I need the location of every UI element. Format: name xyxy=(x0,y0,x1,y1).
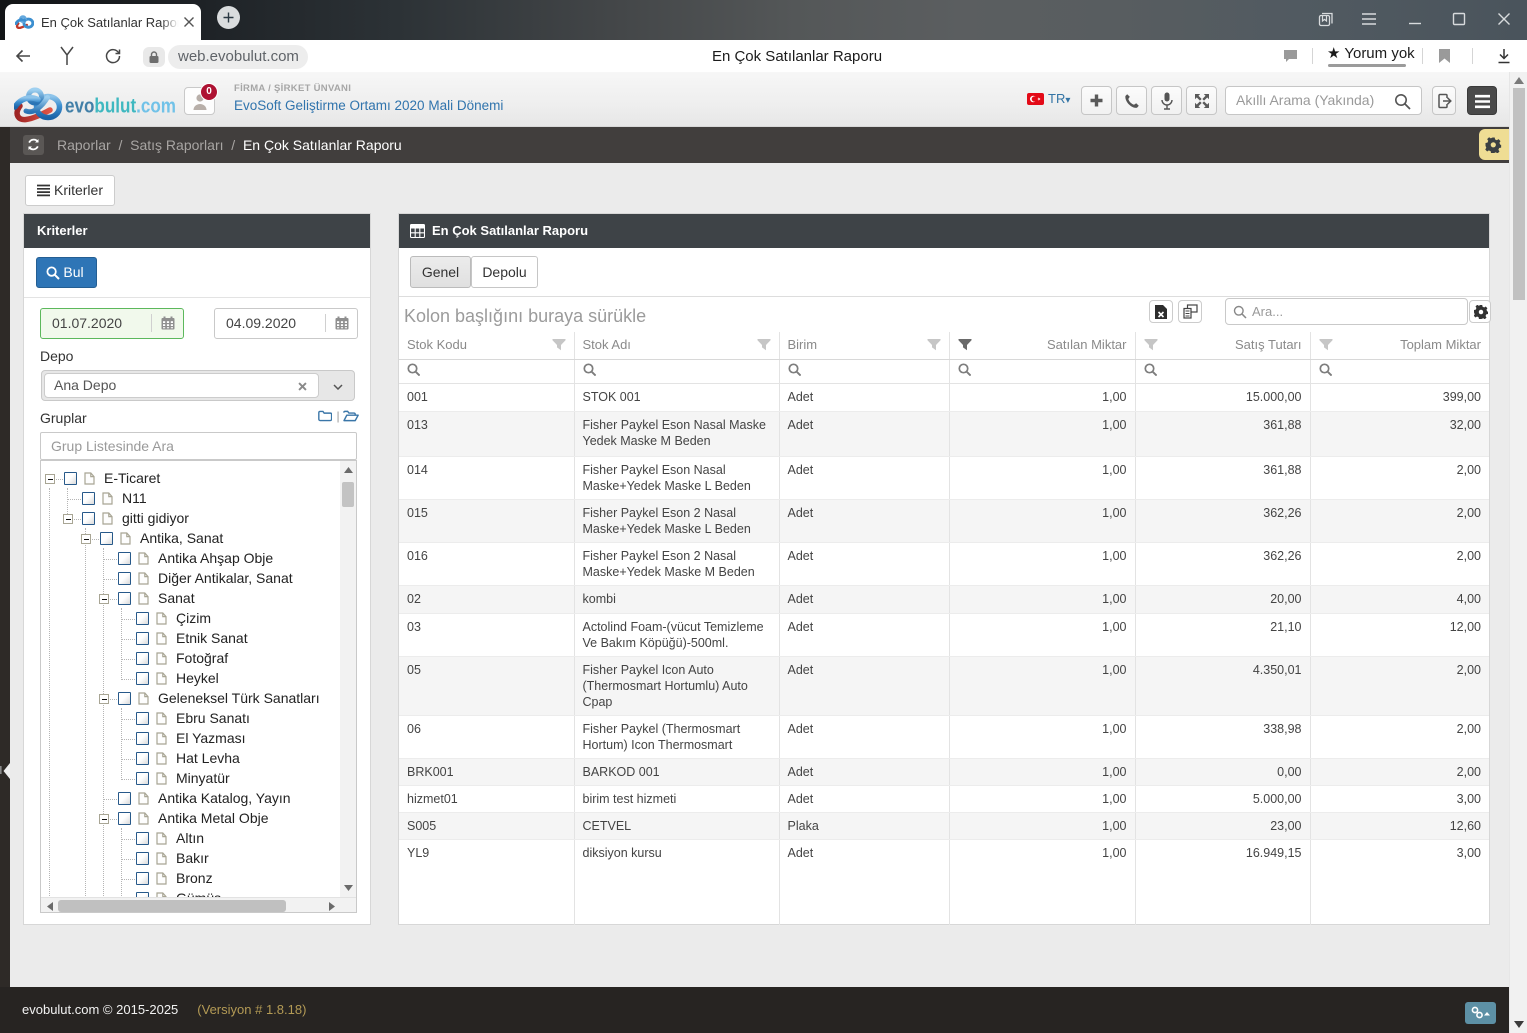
svg-text:evobulut.com: evobulut.com xyxy=(65,96,176,118)
